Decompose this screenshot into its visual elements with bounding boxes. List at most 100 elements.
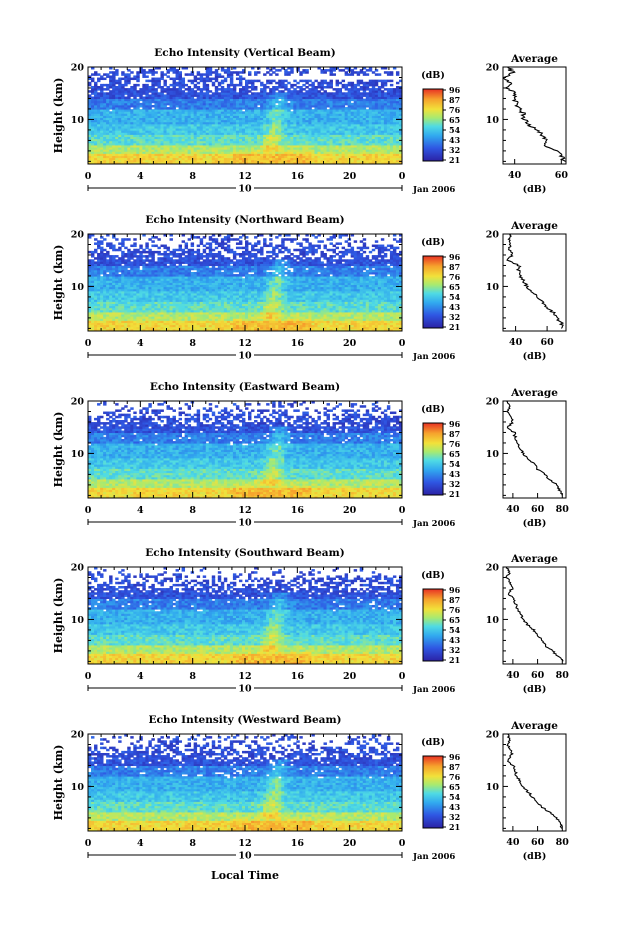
heatmap-cell bbox=[115, 157, 119, 161]
heatmap-cell bbox=[272, 134, 276, 137]
heatmap-cell bbox=[88, 83, 92, 87]
heatmap-cell bbox=[257, 115, 261, 119]
heatmap-cell bbox=[389, 159, 394, 163]
heatmap-cell bbox=[350, 157, 355, 161]
heatmap-cell bbox=[284, 126, 288, 129]
heatmap-cell bbox=[106, 96, 110, 100]
colorbar-tick-label: 43 bbox=[449, 135, 461, 145]
heatmap-cell bbox=[338, 126, 343, 129]
heatmap-cell bbox=[157, 115, 161, 119]
heatmap-cell bbox=[368, 104, 373, 108]
heatmap-cell bbox=[196, 102, 201, 106]
heatmap-cell bbox=[160, 128, 164, 131]
heatmap-cell bbox=[208, 90, 213, 93]
heatmap-cell bbox=[151, 98, 155, 102]
heatmap-cell bbox=[263, 92, 267, 95]
heatmap-cell bbox=[311, 149, 315, 152]
heatmap-cell bbox=[284, 130, 288, 133]
heatmap-cell bbox=[202, 128, 207, 131]
heatmap-cell bbox=[205, 98, 210, 102]
heatmap-cell bbox=[136, 153, 140, 156]
heatmap-cell bbox=[371, 98, 376, 102]
heatmap-cell bbox=[374, 107, 379, 110]
heatmap-cell bbox=[91, 126, 95, 129]
heatmap-cell bbox=[314, 136, 318, 140]
heatmap-cell bbox=[356, 88, 361, 91]
heatmap-cell bbox=[241, 104, 246, 108]
heatmap-cell bbox=[181, 81, 186, 85]
heatmap-cell bbox=[199, 126, 204, 129]
heatmap-cell bbox=[91, 100, 95, 104]
heatmap-cell bbox=[332, 104, 336, 108]
heatmap-cell bbox=[302, 140, 306, 144]
heatmap-cell bbox=[365, 153, 370, 156]
heatmap-cell bbox=[287, 159, 291, 163]
heatmap-cell bbox=[145, 104, 149, 108]
heatmap-cell bbox=[184, 149, 189, 152]
heatmap-cell bbox=[139, 119, 143, 123]
heatmap-cell bbox=[329, 128, 333, 131]
heatmap-cell bbox=[362, 159, 367, 163]
heatmap-cell bbox=[238, 96, 243, 100]
heatmap-cell bbox=[118, 138, 122, 142]
heatmap-cell bbox=[371, 100, 376, 104]
heatmap-cell bbox=[365, 157, 370, 161]
heatmap-cell bbox=[314, 98, 318, 102]
heatmap-cell bbox=[103, 155, 107, 159]
heatmap-cell bbox=[184, 92, 189, 95]
heatmap-cell bbox=[362, 128, 367, 131]
heatmap-cell bbox=[223, 104, 228, 108]
heatmap-cell bbox=[91, 155, 95, 159]
heatmap-cell bbox=[88, 94, 92, 97]
heatmap-cell bbox=[320, 134, 324, 137]
heatmap-cell bbox=[377, 111, 382, 114]
heatmap-cell bbox=[272, 115, 276, 119]
heatmap-cell bbox=[241, 145, 246, 148]
heatmap-cell bbox=[293, 79, 297, 83]
heatmap-cell bbox=[353, 90, 358, 93]
heatmap-cell bbox=[290, 117, 294, 121]
heatmap-cell bbox=[220, 138, 225, 142]
heatmap-cell bbox=[383, 121, 388, 125]
heatmap-cell bbox=[266, 104, 270, 108]
heatmap-cell bbox=[145, 75, 149, 78]
heatmap-cell bbox=[398, 113, 403, 116]
heatmap-cell bbox=[148, 136, 152, 140]
heatmap-cell bbox=[232, 151, 237, 154]
heatmap-cell bbox=[365, 140, 370, 144]
heatmap-cell bbox=[103, 73, 107, 76]
heatmap-cell bbox=[266, 140, 270, 144]
heatmap-cell bbox=[154, 130, 158, 133]
heatmap-cell bbox=[302, 136, 306, 140]
heatmap-cell bbox=[172, 126, 176, 129]
heatmap-cell bbox=[344, 92, 349, 95]
heatmap-cell bbox=[196, 81, 201, 85]
heatmap-cell bbox=[278, 153, 282, 156]
heatmap-cell bbox=[142, 147, 146, 150]
heatmap-cell bbox=[344, 109, 349, 112]
heatmap-cell bbox=[263, 128, 267, 131]
heatmap-cell bbox=[353, 121, 358, 125]
heatmap-cell bbox=[178, 85, 182, 89]
heatmap-cell bbox=[353, 153, 358, 156]
heatmap-cell bbox=[190, 128, 195, 131]
heatmap-cell bbox=[154, 117, 158, 121]
heatmap-cell bbox=[97, 130, 101, 133]
heatmap-cell bbox=[241, 151, 246, 154]
heatmap-cell bbox=[130, 85, 134, 89]
heatmap-cell bbox=[338, 117, 343, 121]
heatmap-cell bbox=[190, 138, 195, 142]
heatmap-cell bbox=[211, 71, 216, 74]
heatmap-cell bbox=[296, 132, 300, 135]
heatmap-cell bbox=[145, 123, 149, 127]
heatmap-cell bbox=[94, 145, 98, 148]
heatmap-cell bbox=[263, 109, 267, 112]
heatmap-cell bbox=[248, 142, 252, 146]
heatmap-cell bbox=[184, 142, 189, 146]
heatmap-cell bbox=[202, 140, 207, 144]
heatmap-cell bbox=[386, 140, 391, 144]
heatmap-cell bbox=[329, 153, 333, 156]
heatmap-cell bbox=[380, 102, 385, 106]
heatmap-cell bbox=[344, 128, 349, 131]
heatmap-cell bbox=[311, 111, 315, 114]
